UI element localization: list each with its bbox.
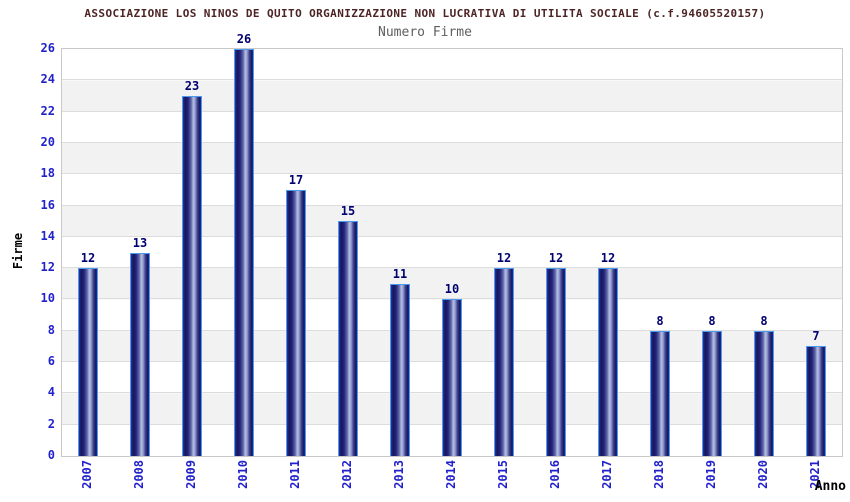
x-tick-label: 2015 <box>496 460 510 489</box>
x-tick-label: 2014 <box>444 460 458 489</box>
gridline <box>62 110 842 112</box>
gridline <box>62 298 842 300</box>
bar-2008 <box>130 252 150 456</box>
bar-value-label: 13 <box>132 235 148 250</box>
bar-value-label: 8 <box>760 313 768 328</box>
gridline <box>62 235 842 237</box>
x-tick-label: 2018 <box>652 460 666 489</box>
bar-2007 <box>78 268 98 456</box>
y-tick-label: 16 <box>40 197 55 212</box>
bar-value-label: 17 <box>288 172 304 187</box>
x-tick-label: 2012 <box>340 460 354 489</box>
y-tick-label: 18 <box>40 166 55 181</box>
plot-area: 12 13 23 26 17 15 11 10 12 12 12 8 8 8 7 <box>61 32 843 457</box>
x-tick-label: 2010 <box>236 460 250 489</box>
x-tick-label: 2017 <box>600 460 614 489</box>
gridline <box>62 204 842 206</box>
bar-value-label: 8 <box>708 313 716 328</box>
y-tick-label: 8 <box>47 322 55 337</box>
x-tick-label: 2009 <box>184 460 198 489</box>
bar-value-label: 12 <box>496 251 512 266</box>
bar-value-label: 11 <box>392 266 408 281</box>
y-tick-label: 0 <box>47 448 55 462</box>
bar-value-label: 7 <box>812 329 820 344</box>
bar-value-label: 12 <box>80 251 96 266</box>
chart-subtitle: Numero Firme <box>378 25 472 40</box>
y-tick-label: 22 <box>40 103 55 118</box>
gridline <box>62 267 842 269</box>
chart-title: ASSOCIAZIONE LOS NINOS DE QUITO ORGANIZZ… <box>84 7 766 20</box>
x-tick-label: 2011 <box>288 460 302 489</box>
bar-value-label: 12 <box>600 251 616 266</box>
gridline <box>62 141 842 143</box>
x-axis-title: Anno <box>814 479 846 494</box>
x-tick-label: 2016 <box>548 460 562 489</box>
y-tick-label: 2 <box>47 416 55 431</box>
x-tick-label: 2020 <box>756 460 770 489</box>
gridline <box>62 173 842 175</box>
x-tick-label: 2007 <box>80 460 94 489</box>
x-tick-label: 2019 <box>704 460 718 489</box>
x-tick-label: 2008 <box>132 460 146 489</box>
bar-2011 <box>286 189 306 456</box>
bar-2013 <box>390 283 410 456</box>
bar-value-label: 8 <box>656 313 664 328</box>
bar-2016 <box>546 268 566 456</box>
bar-value-label: 15 <box>340 204 356 219</box>
bar-2010 <box>234 49 254 456</box>
bar-2018 <box>650 330 670 456</box>
bar-2021 <box>806 346 826 456</box>
bar-value-label: 12 <box>548 251 564 266</box>
y-tick-label: 20 <box>40 134 55 149</box>
bar-value-label: 10 <box>444 282 460 297</box>
y-tick-label: 12 <box>40 260 55 275</box>
y-tick-label: 6 <box>47 354 55 369</box>
bar-value-label: 26 <box>236 32 252 46</box>
bar-2012 <box>338 221 358 456</box>
x-tick-label: 2013 <box>392 460 406 489</box>
bar-2017 <box>598 268 618 456</box>
bar-2020 <box>754 330 774 456</box>
y-tick-label: 24 <box>40 72 55 87</box>
gridline <box>62 79 842 81</box>
y-axis-title: Firme <box>11 232 25 270</box>
y-tick-label: 10 <box>40 291 55 306</box>
y-tick-label: 4 <box>47 385 55 400</box>
y-tick-label: 14 <box>40 228 55 243</box>
bar-value-label: 23 <box>184 78 200 93</box>
bar-2014 <box>442 299 462 456</box>
bar-2009 <box>182 95 202 456</box>
y-tick-label: 26 <box>40 41 55 55</box>
bar-2019 <box>702 330 722 456</box>
bar-2015 <box>494 268 514 456</box>
